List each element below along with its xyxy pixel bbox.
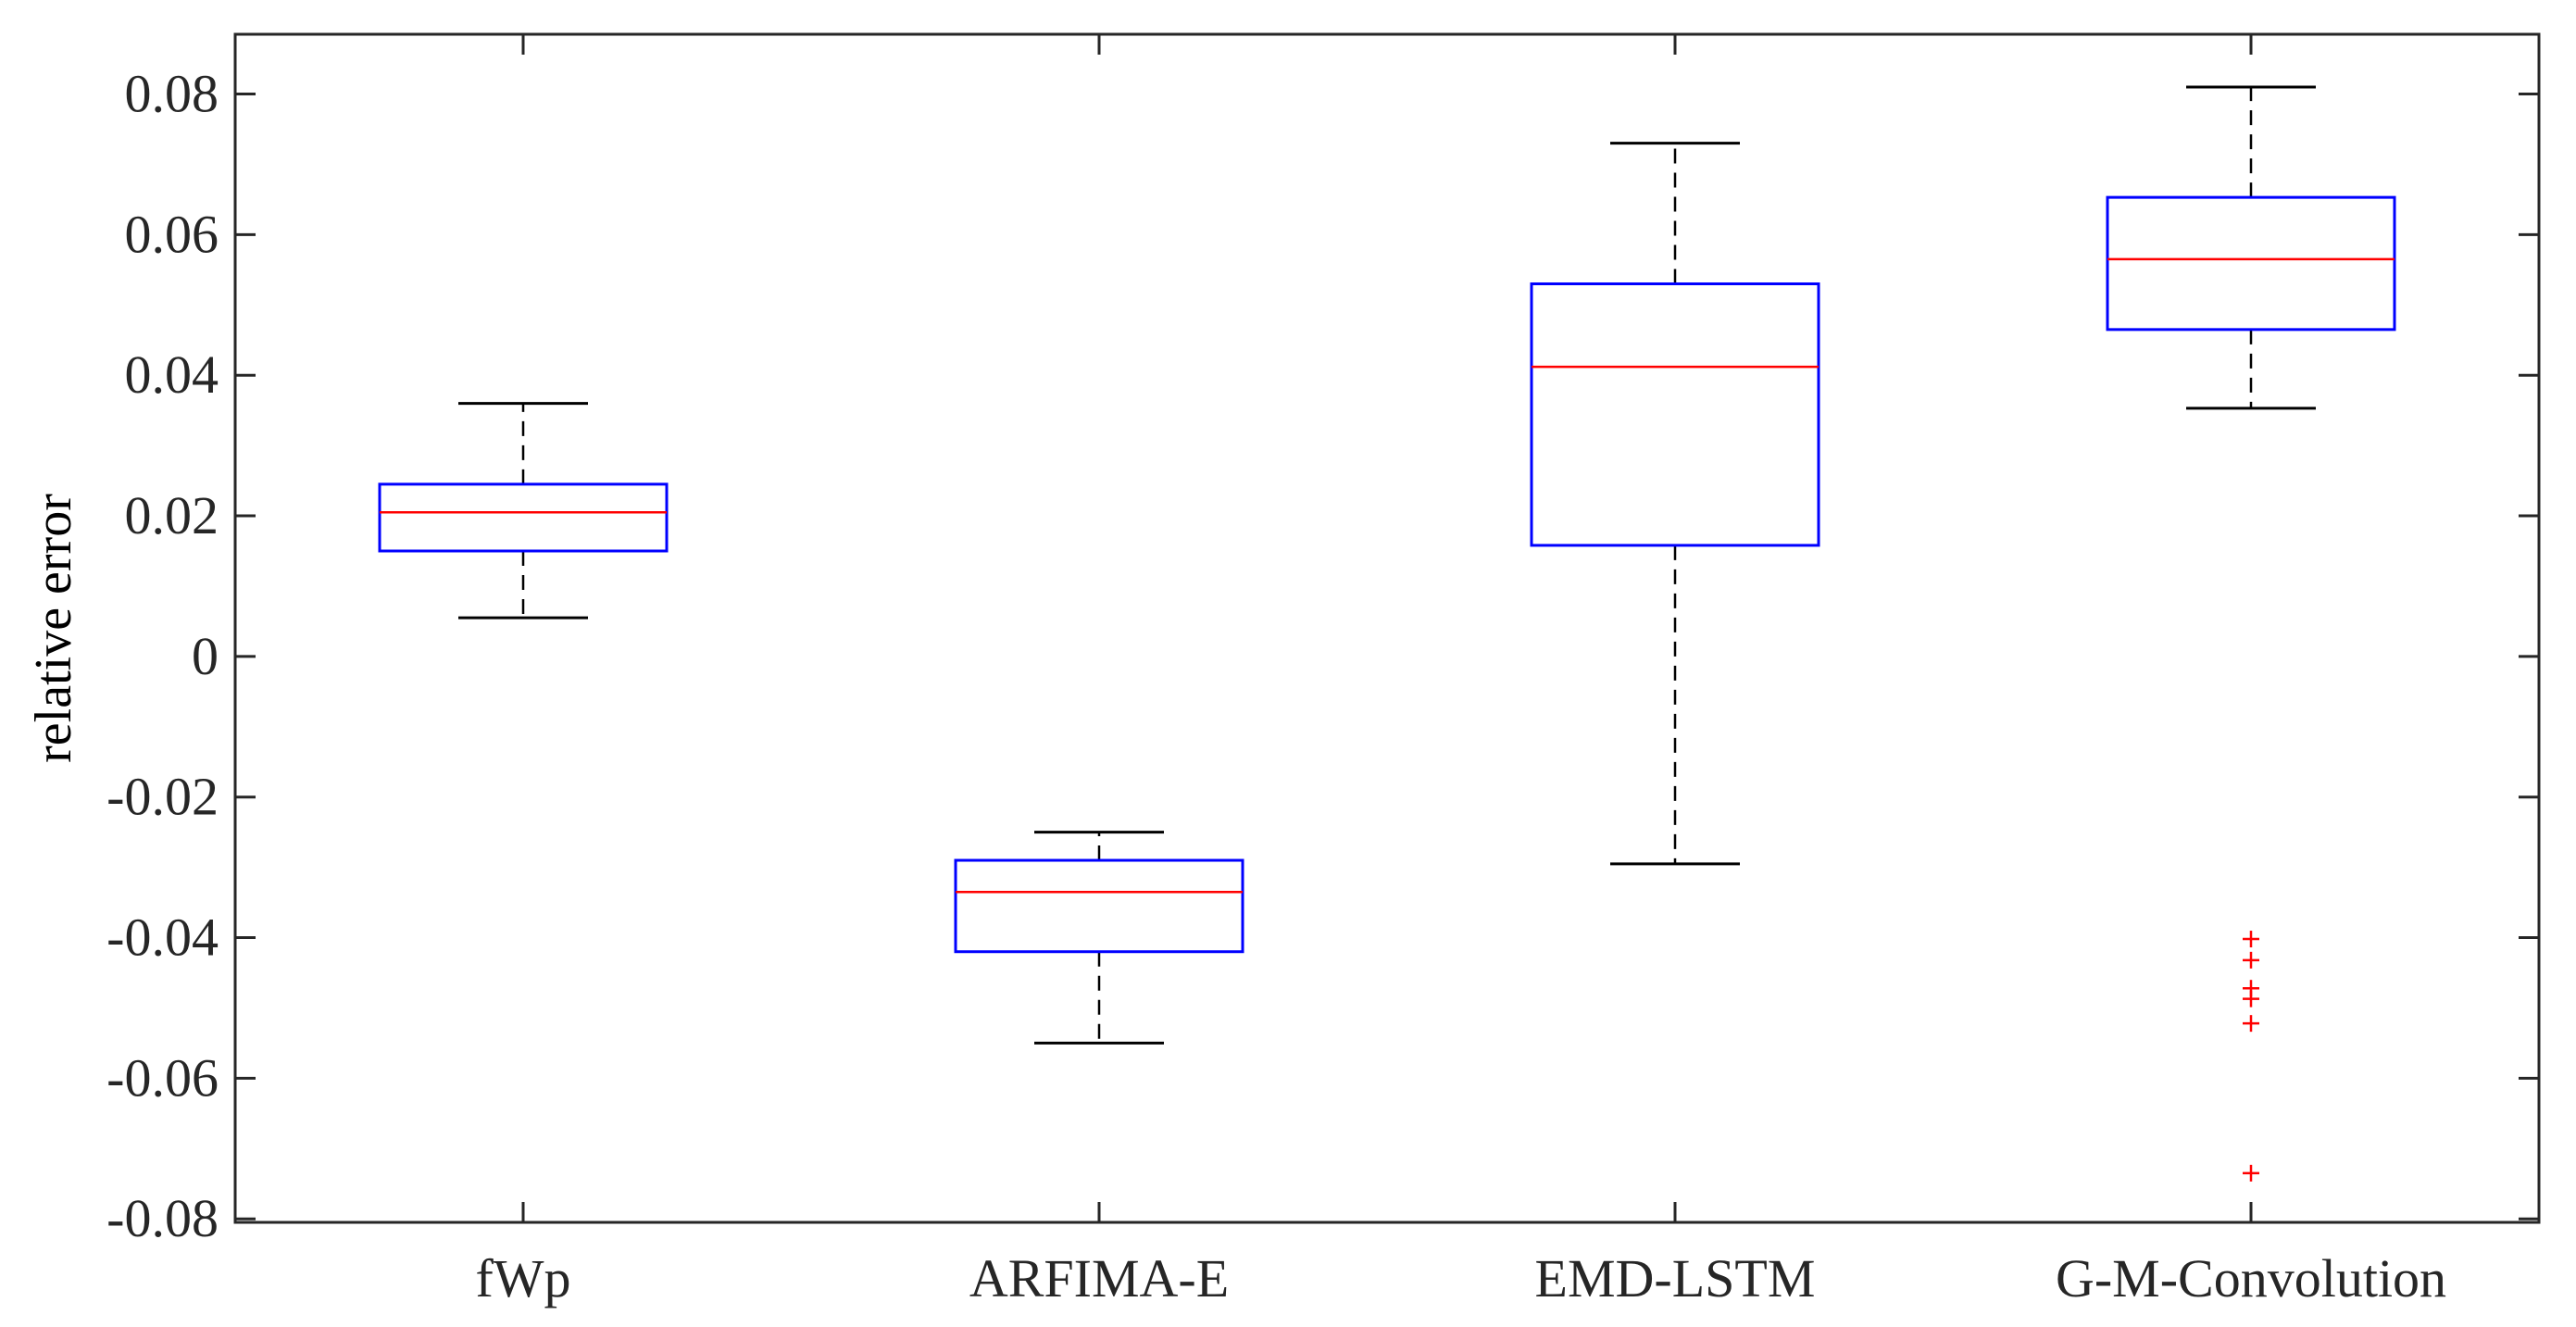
outlier-marker — [2243, 1015, 2259, 1033]
y-tick-label: 0.06 — [125, 204, 219, 264]
y-tick-label: -0.06 — [106, 1047, 219, 1108]
iqr-box — [378, 482, 669, 553]
y-tick-labels: 0.08 0.06 0.04 0.02 0 -0.02 -0.04 -0.06 -0.08 — [106, 64, 219, 1249]
box-g-m-convolution — [2106, 85, 2396, 1182]
outlier-marker — [2243, 931, 2259, 948]
iqr-box — [954, 858, 1244, 954]
y-tick-label: -0.04 — [106, 908, 219, 968]
iqr-box — [2106, 195, 2396, 332]
box-emd-lstm — [1530, 142, 1820, 866]
x-tick-label: EMD-LSTM — [1535, 1248, 1816, 1308]
axes-frame — [233, 32, 2541, 1224]
x-tick-label: fWp — [475, 1248, 570, 1308]
box-arfima-e — [954, 831, 1244, 1045]
y-tick-label: 0.04 — [125, 344, 219, 405]
outlier-marker — [2243, 1164, 2259, 1182]
box-fwp — [378, 402, 669, 620]
x-tick-labels: fWp ARFIMA-E EMD-LSTM G-M-Convolution — [475, 1248, 2446, 1308]
y-tick-label: -0.08 — [106, 1188, 219, 1248]
y-axis-label: relative error — [25, 494, 82, 763]
x-tick-label: ARFIMA-E — [969, 1248, 1229, 1308]
outlier-marker — [2243, 951, 2259, 969]
y-tick-label: -0.02 — [106, 767, 219, 827]
axes-box — [233, 32, 2541, 1224]
y-tick-label: 0.02 — [125, 485, 219, 545]
outlier-marker — [2243, 990, 2259, 1008]
x-tick-label: G-M-Convolution — [2056, 1248, 2446, 1308]
iqr-box — [1530, 282, 1820, 547]
y-tick-label: 0.08 — [125, 64, 219, 124]
y-tick-label: 0 — [192, 626, 219, 686]
boxes-group — [378, 85, 2396, 1182]
